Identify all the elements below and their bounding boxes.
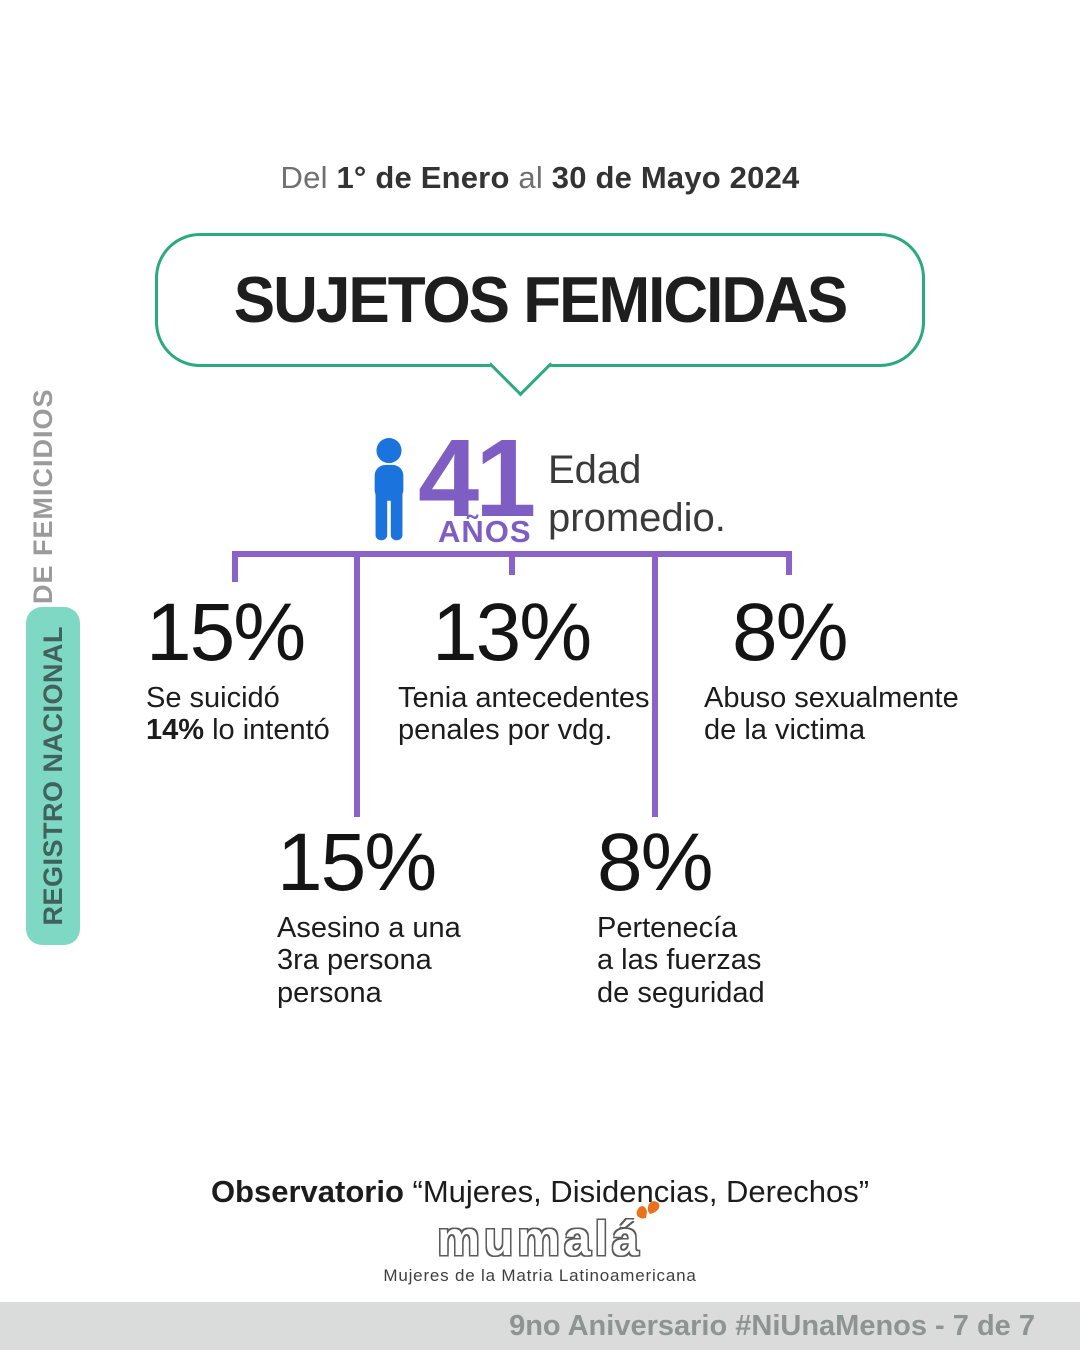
age-description: Edad promedio.: [548, 446, 726, 542]
logo-subtitle: Mujeres de la Matria Latinoamericana: [383, 1266, 697, 1285]
stat-value: 15%: [146, 587, 306, 678]
stat-label: Asesino a una 3ra persona persona: [277, 912, 461, 1009]
stat-sexual-abuse: 8% Abuso sexualmente de la victima: [704, 592, 959, 747]
stat-label-line: penales por vdg.: [398, 714, 613, 747]
stat-label-line: a las fuerzas: [597, 944, 762, 977]
observatory-quote: “Mujeres, Disidencias, Derechos”: [412, 1174, 870, 1209]
stat-label-line: Abuso sexualmente: [704, 682, 959, 714]
banner-text: 9no Aniversario #NiUnaMenos - 7 de 7: [509, 1309, 1035, 1342]
stat-criminal-record: 13% Tenia antecedentes penales por vdg.: [398, 592, 650, 747]
stat-label-line: Pertenecía: [597, 912, 738, 944]
stat-label-line: 14% lo intentó: [146, 714, 330, 746]
observatory-name: Observatorio: [210, 1174, 413, 1209]
bracket-drop-line-left: [354, 551, 360, 817]
stat-label-line: Se suicidó: [146, 682, 280, 714]
logo-block: mumalá: [0, 1201, 1080, 1267]
stat-label-line: Asesino a una: [277, 912, 461, 944]
stat-label: Pertenecía a las fuerzas de seguridad: [597, 912, 765, 1009]
footer-banner: 9no Aniversario #NiUnaMenos - 7 de 7: [0, 1302, 1080, 1350]
stat-label: Tenia antecedentes penales por vdg.: [398, 682, 650, 747]
date-prefix: Del: [280, 160, 337, 195]
age-unit: AÑOS: [438, 514, 532, 549]
age-desc-line2: promedio.: [548, 496, 726, 540]
age-value: 41: [418, 417, 536, 540]
stat-value: 15%: [277, 817, 437, 908]
date-start: 1° de Enero: [336, 160, 519, 195]
page-title: SUJETOS FEMICIDAS: [233, 263, 849, 337]
stat-security-forces: 8% Pertenecía a las fuerzas de seguridad: [597, 822, 765, 1009]
sidebar-label-secondary: DE FEMICIDIOS: [28, 388, 58, 604]
stat-label-line: de seguridad: [597, 976, 765, 1009]
stat-label-line: Tenia antecedentes: [398, 682, 650, 714]
title-bubble: SUJETOS FEMICIDAS: [155, 233, 925, 367]
stat-label-line: persona: [277, 976, 382, 1009]
mumala-logo: mumalá: [437, 1201, 660, 1267]
age-desc-line1: Edad: [548, 448, 642, 492]
bracket-tick-right: [786, 551, 792, 575]
date-end: 30 de Mayo 2024: [551, 160, 800, 195]
stat-label: Abuso sexualmente de la victima: [704, 682, 959, 747]
stat-label-rest: lo intentó: [204, 714, 330, 747]
date-range: Del 1° de Enero al 30 de Mayo 2024: [0, 160, 1080, 196]
sidebar-pill: REGISTRO NACIONAL: [26, 607, 80, 945]
stat-value: 8%: [597, 817, 714, 908]
butterfly-icon: [636, 1201, 660, 1219]
person-icon: [374, 438, 404, 541]
bracket-drop-line-right: [652, 551, 658, 817]
stat-label-bold: 14%: [146, 714, 205, 747]
stat-value: 13%: [432, 587, 592, 678]
bracket-tick-middle: [509, 551, 515, 575]
stat-third-person: 15% Asesino a una 3ra persona persona: [277, 822, 461, 1009]
date-connector: al: [518, 160, 552, 195]
bracket-tick-left: [232, 551, 238, 582]
stat-label-line: 3ra persona: [277, 944, 432, 977]
logo-wordmark: mumalá: [437, 1213, 643, 1266]
observatory-line: Observatorio “Mujeres, Disidencias, Dere…: [0, 1174, 1080, 1210]
stat-label-line: de la victima: [704, 714, 866, 747]
stat-suicide: 15% Se suicidó 14% lo intentó: [146, 592, 330, 747]
stat-value: 8%: [732, 587, 849, 678]
stat-label: Se suicidó 14% lo intentó: [146, 682, 330, 747]
sidebar-pill-label: REGISTRO NACIONAL: [37, 626, 68, 926]
